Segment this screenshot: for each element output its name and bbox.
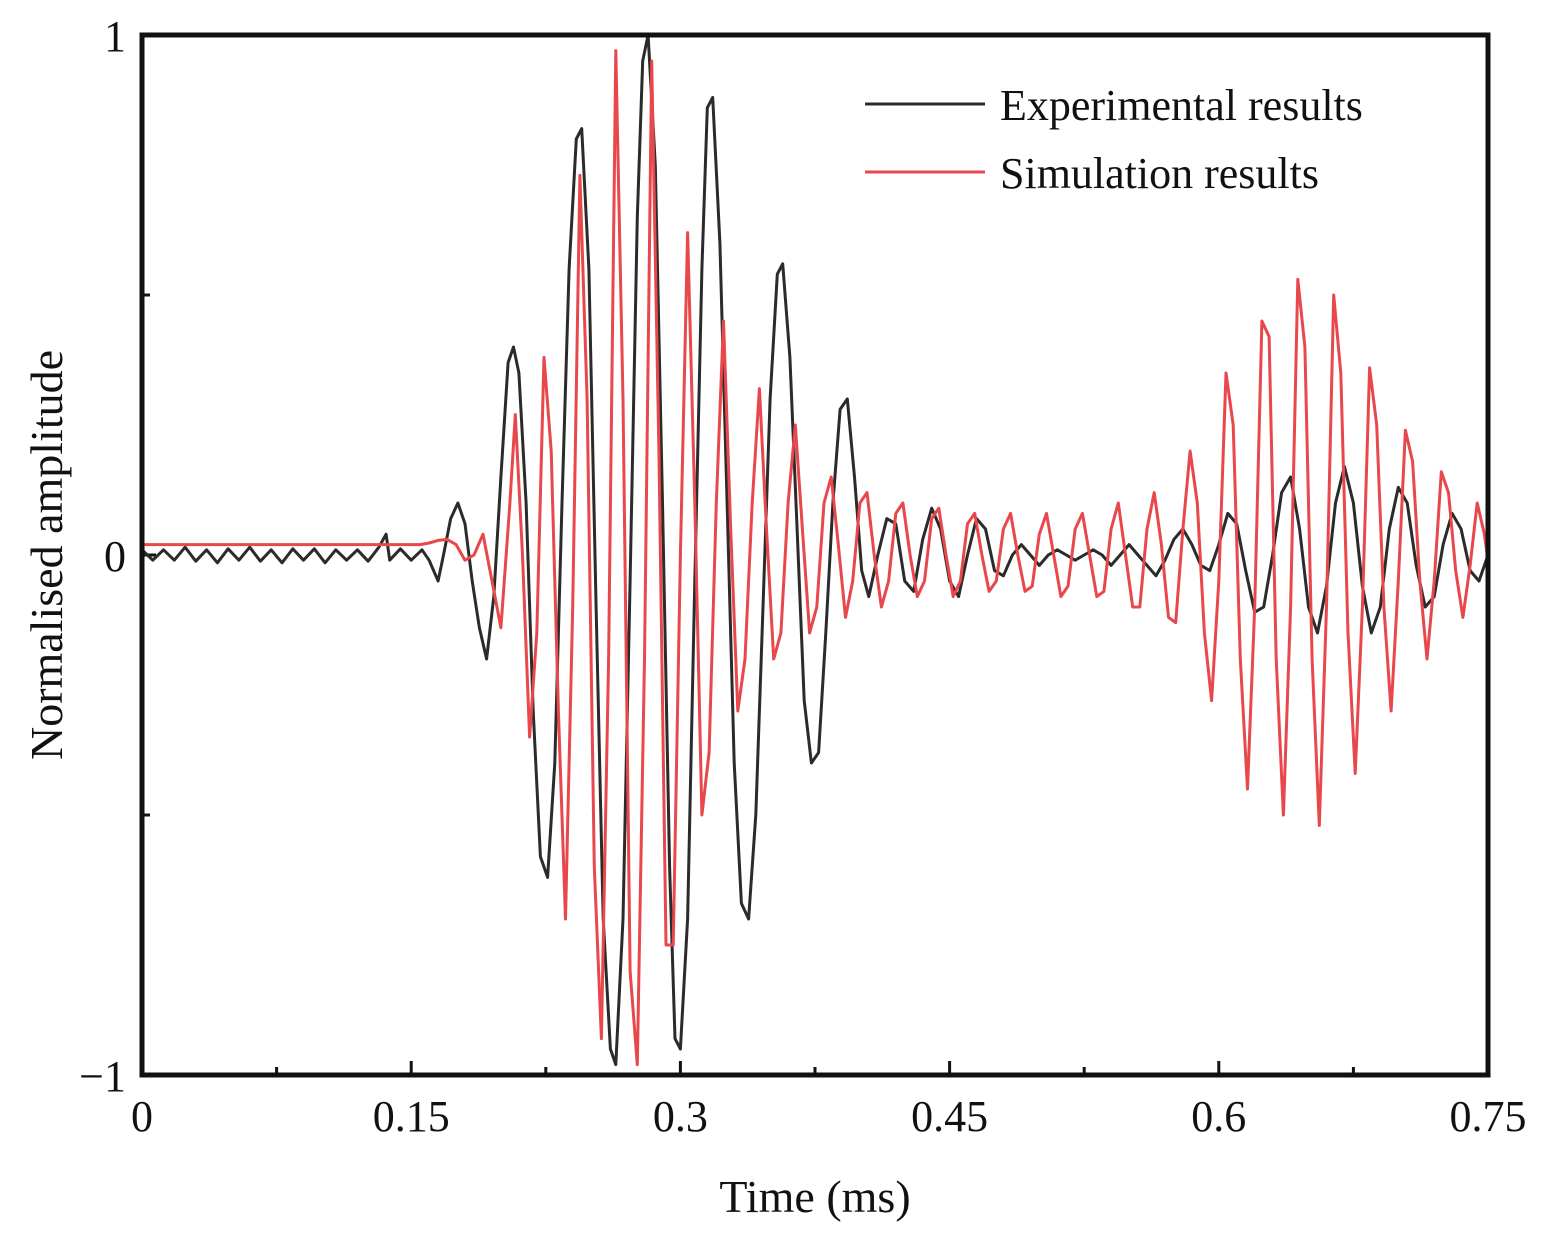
y-axis-title: Normalised amplitude xyxy=(21,350,72,760)
series-layer xyxy=(140,33,1490,1067)
simulation-series-line xyxy=(140,49,1490,1067)
x-tick-label: 0.75 xyxy=(1450,1092,1527,1141)
legend: Experimental results Simulation results xyxy=(865,81,1363,198)
x-axis-title: Time (ms) xyxy=(719,1171,910,1222)
legend-label-experimental: Experimental results xyxy=(1000,81,1363,130)
plot-area-frame xyxy=(139,32,1491,1078)
y-tick-label: 0 xyxy=(104,532,126,581)
x-tick-label: 0.6 xyxy=(1191,1092,1246,1141)
experimental-series-line xyxy=(140,33,1490,1067)
x-tick-label: 0.45 xyxy=(911,1092,988,1141)
y-tick-label: 1 xyxy=(104,12,126,61)
x-tick-label: 0.3 xyxy=(653,1092,708,1141)
x-tick-label: 0 xyxy=(131,1092,153,1141)
y-tick-label: −1 xyxy=(79,1052,126,1101)
legend-label-simulation: Simulation results xyxy=(1000,149,1319,198)
x-tick-label: 0.15 xyxy=(373,1092,450,1141)
